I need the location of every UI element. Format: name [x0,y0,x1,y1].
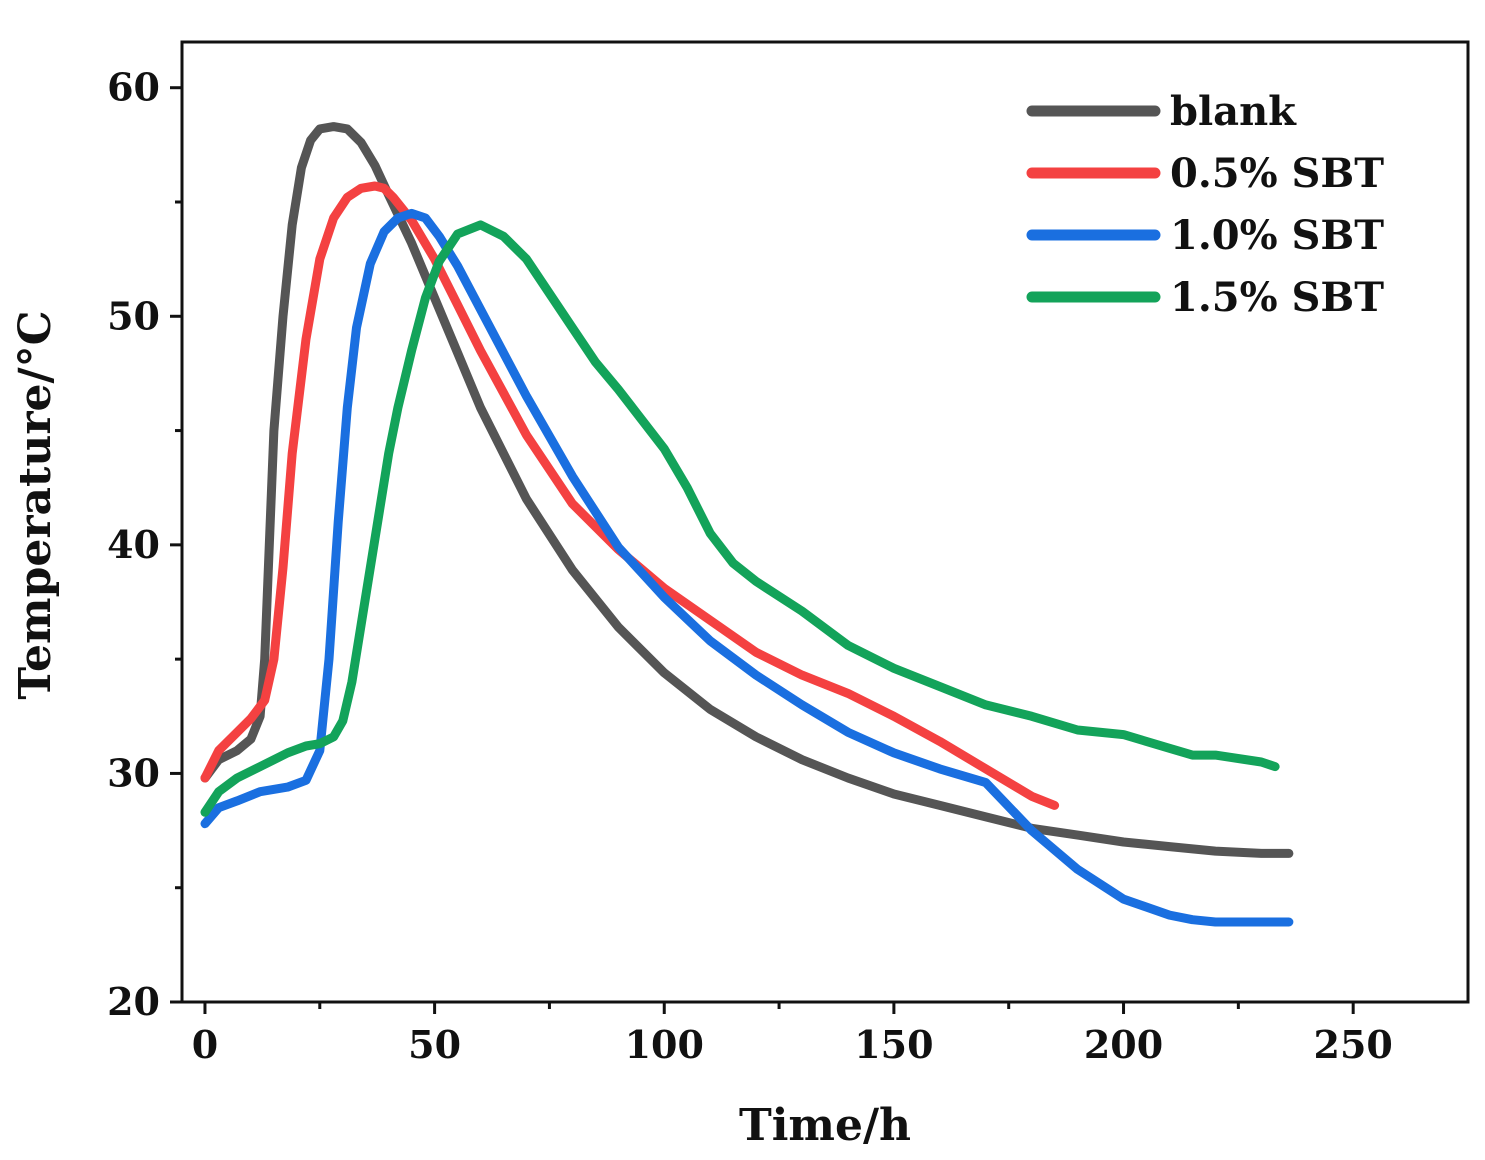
series-line-2 [200,181,1060,810]
legend-label-2: 0.5% SBT [1170,150,1384,197]
x-tick-label: 50 [408,1022,461,1067]
y-tick-label: 60 [107,65,160,110]
series-line-3 [200,208,1294,927]
legend-label-3: 1.0% SBT [1170,212,1384,259]
y-tick-label: 50 [107,293,160,338]
legend-label-1: blank [1170,88,1297,135]
y-axis-title: Temperature/°C [10,310,61,699]
plot-frame [180,40,1470,1004]
y-tick-label: 30 [107,750,160,795]
x-axis-title: Time/h [739,1100,911,1151]
legend: blank 0.5% SBT 1.0% SBT 1.5% SBT [1026,88,1384,321]
series-line-1 [200,122,1294,858]
legend-label-4: 1.5% SBT [1170,274,1384,321]
x-tick-label: 0 [192,1022,218,1067]
x-tick-label: 150 [854,1022,933,1067]
y-tick-label: 20 [107,979,160,1024]
x-tick-label: 100 [625,1022,704,1067]
series-layer [200,122,1294,927]
y-tick-label: 40 [107,522,160,567]
x-tick-label: 250 [1314,1022,1393,1067]
x-tick-label: 200 [1084,1022,1163,1067]
axis-layer: 0 50 100 150 200 250 20 30 40 50 60 [107,65,1393,1067]
series-line-4 [200,220,1280,817]
